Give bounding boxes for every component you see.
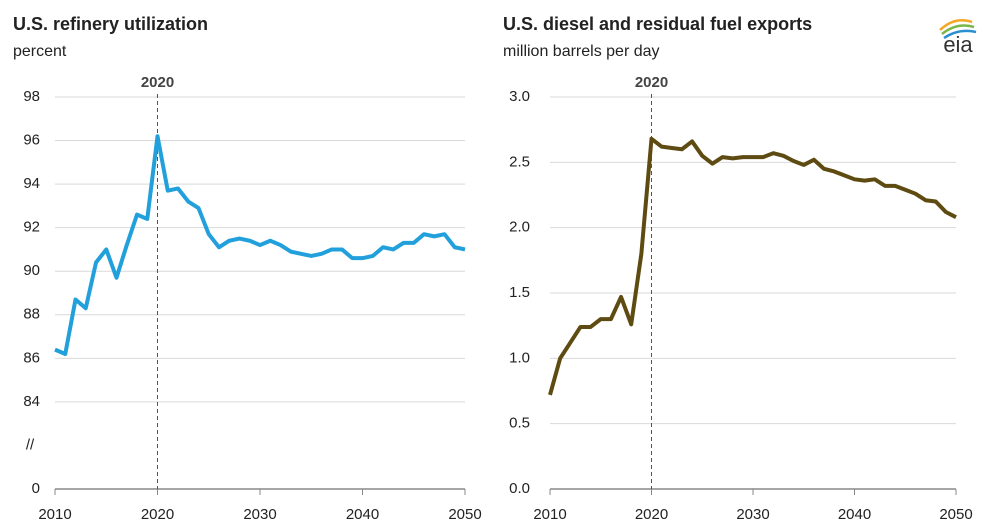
logo-arc [941,24,975,35]
x-tick-label: 2010 [533,506,566,523]
x-tick-label: 2040 [346,506,379,523]
y-tick-label: 96 [23,132,40,149]
x-tick-label: 2020 [141,506,174,523]
y-tick-label: 1.0 [509,349,530,366]
y-tick-label: 94 [23,175,40,192]
axis-break: // [26,436,35,453]
y-tick-label: 90 [23,262,40,279]
chart-title: U.S. refinery utilization [13,14,208,34]
logo-text: eia [943,32,973,57]
y-tick-label: 0.0 [509,480,530,497]
chart-subtitle: million barrels per day [503,43,660,60]
y-tick-label: 88 [23,306,40,323]
y-tick-label: 98 [23,88,40,105]
reference-label: 2020 [635,74,668,91]
y-tick-label: 86 [23,349,40,366]
y-tick-label: 1.5 [509,284,530,301]
y-tick-label: 92 [23,219,40,236]
x-tick-label: 2050 [448,506,481,523]
chart-subtitle: percent [13,43,67,60]
reference-label: 2020 [141,74,174,91]
eia-logo: eia [939,19,977,57]
data-line [548,136,957,396]
x-tick-label: 2010 [38,506,71,523]
logo-arc [943,29,977,40]
y-tick-label: 2.5 [509,153,530,170]
y-tick-label: 0.5 [509,415,530,432]
y-tick-label: 84 [23,393,40,410]
logo-arc [939,19,973,31]
y-tick-label: 3.0 [509,88,530,105]
y-tick-label: 2.0 [509,219,530,236]
x-tick-label: 2030 [243,506,276,523]
y-tick-label: 0 [32,480,40,497]
x-tick-label: 2050 [939,506,972,523]
x-tick-label: 2040 [838,506,871,523]
data-line [54,134,466,356]
x-tick-label: 2020 [635,506,668,523]
chart-title: U.S. diesel and residual fuel exports [503,14,812,34]
x-tick-label: 2030 [736,506,769,523]
